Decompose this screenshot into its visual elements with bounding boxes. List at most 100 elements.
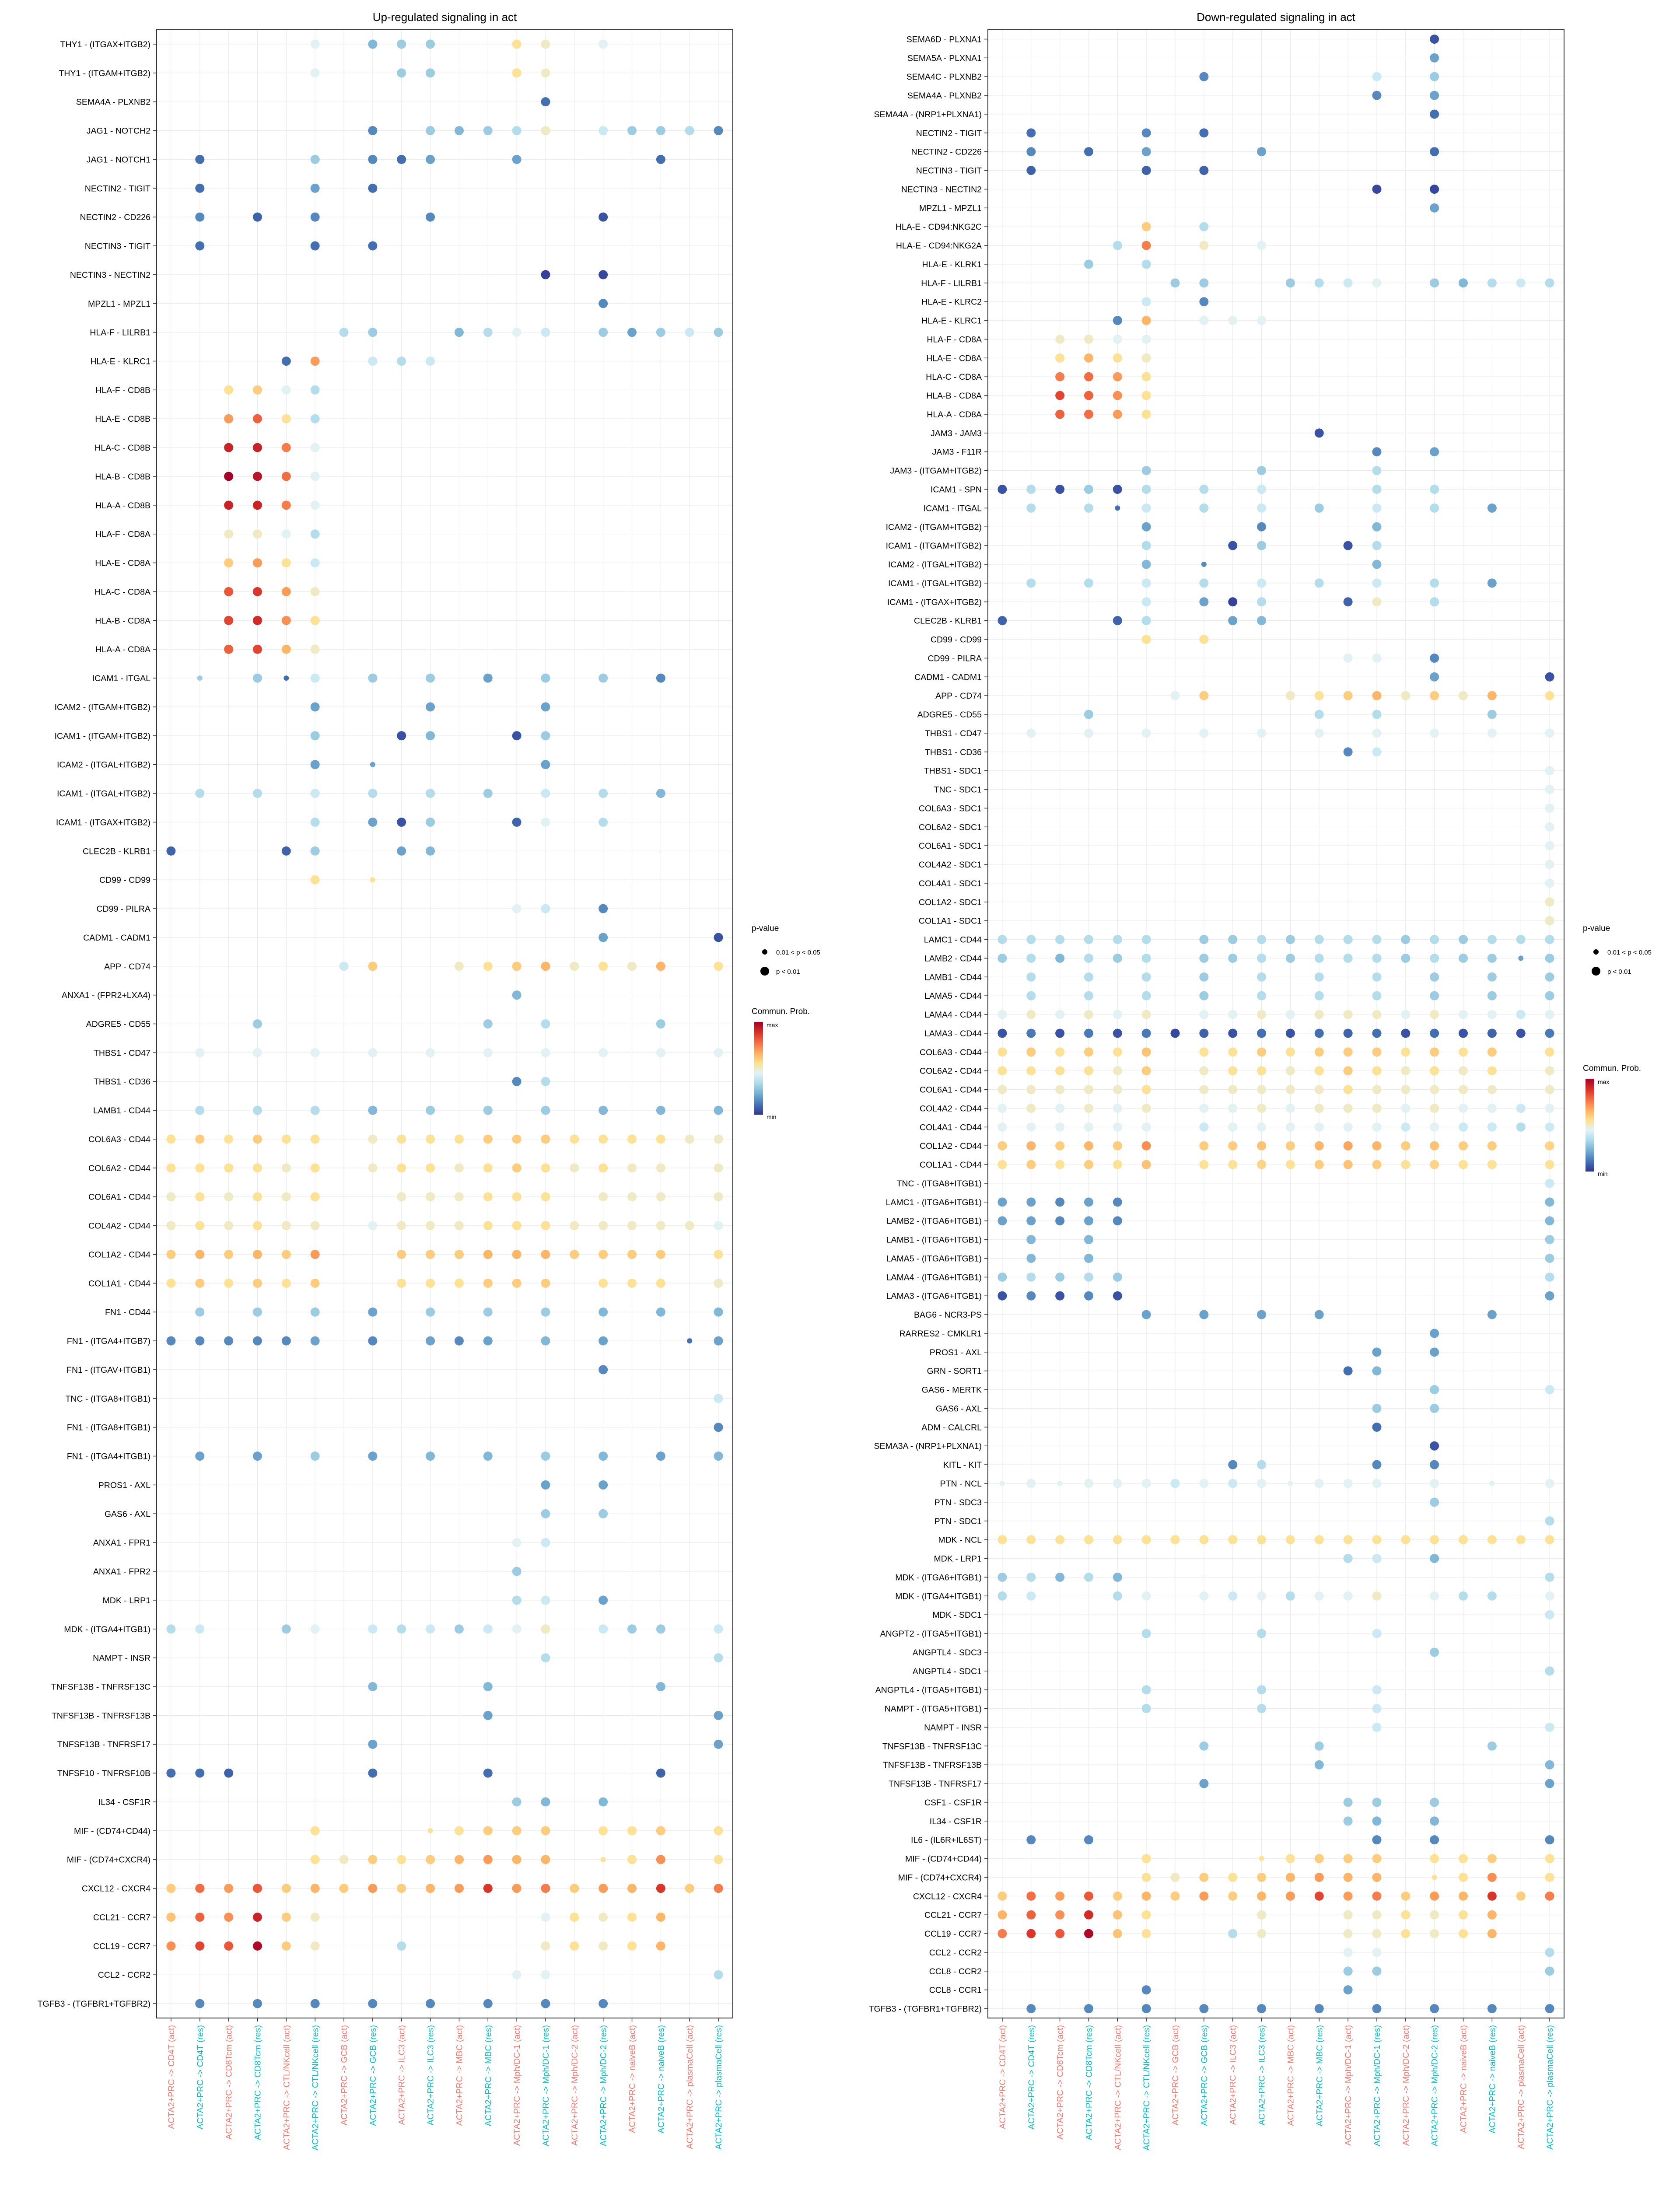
data-dot <box>1141 1047 1151 1057</box>
data-dot <box>1026 1572 1036 1582</box>
data-dot <box>1026 1028 1036 1038</box>
data-dot <box>426 1307 435 1317</box>
data-dot <box>1372 447 1382 457</box>
data-dot <box>1141 484 1151 494</box>
data-dot <box>1372 1028 1382 1038</box>
y-tick-label: NECTIN3 - TIGIT <box>85 241 150 251</box>
data-dot <box>598 673 608 683</box>
data-dot <box>1026 953 1036 963</box>
data-dot <box>1372 2004 1382 2014</box>
y-tick-label: COL6A1 - SDC1 <box>919 841 982 851</box>
data-dot <box>1084 1910 1093 1920</box>
data-dot <box>1545 878 1554 888</box>
data-dot <box>1055 1028 1065 1038</box>
data-dot <box>1228 1591 1238 1601</box>
data-dot <box>195 1912 205 1922</box>
data-dot <box>1372 484 1382 494</box>
data-dot <box>1314 1310 1324 1319</box>
data-dot <box>1113 935 1122 944</box>
data-dot <box>1055 935 1065 944</box>
data-dot <box>1314 1028 1324 1038</box>
data-dot <box>1343 1554 1353 1563</box>
data-dot <box>1141 972 1151 982</box>
data-dot <box>252 500 262 510</box>
data-dot <box>1372 1085 1382 1095</box>
plot-background <box>988 30 1564 2018</box>
data-dot <box>397 1134 406 1144</box>
data-dot <box>368 1999 378 2008</box>
data-dot <box>1228 1891 1238 1901</box>
y-tick-label: APP - CD74 <box>104 962 150 972</box>
data-dot <box>512 1567 522 1576</box>
data-dot <box>252 1912 262 1922</box>
data-dot <box>1141 935 1151 944</box>
data-dot <box>310 500 320 510</box>
data-dot <box>998 1591 1007 1601</box>
data-dot <box>1545 672 1554 682</box>
data-dot <box>598 1797 608 1807</box>
data-dot <box>310 1163 320 1173</box>
data-dot <box>598 1249 608 1259</box>
data-dot <box>1257 466 1267 476</box>
data-dot <box>1199 222 1209 231</box>
data-dot <box>368 1221 378 1231</box>
data-dot <box>1314 1122 1324 1132</box>
data-dot <box>627 1884 637 1893</box>
data-dot <box>570 1221 579 1231</box>
data-dot <box>1372 1854 1382 1864</box>
data-dot <box>281 558 291 568</box>
y-tick-label: ICAM2 - (ITGAM+ITGB2) <box>886 522 982 532</box>
data-dot <box>368 962 378 971</box>
data-dot <box>1314 1085 1324 1095</box>
data-dot <box>252 789 262 798</box>
data-dot <box>1430 2004 1439 2014</box>
data-dot <box>1257 147 1267 157</box>
data-dot <box>1430 935 1439 944</box>
data-dot <box>1430 728 1439 738</box>
data-dot <box>1459 1122 1468 1132</box>
y-tick-label: MDK - SDC1 <box>932 1610 982 1620</box>
x-tick-label: ACTA2+PRC -> GCB (act) <box>1171 2025 1180 2125</box>
data-dot <box>1314 503 1324 513</box>
y-tick-label: HLA-B - CD8A <box>926 391 982 401</box>
data-dot <box>310 731 320 741</box>
data-dot <box>541 702 550 712</box>
data-dot <box>1487 1854 1497 1864</box>
data-dot <box>1257 972 1267 982</box>
data-dot <box>1372 560 1382 569</box>
y-tick-label: COL4A2 - CD44 <box>920 1104 982 1113</box>
data-dot <box>656 1624 665 1634</box>
y-tick-label: COL6A3 - SDC1 <box>919 804 982 813</box>
data-dot <box>1199 241 1209 250</box>
data-dot <box>1314 1535 1324 1545</box>
data-dot <box>339 328 349 337</box>
y-tick-label: COL1A1 - SDC1 <box>919 916 982 926</box>
data-dot <box>252 472 262 481</box>
data-dot <box>1257 578 1267 588</box>
data-dot <box>224 1912 234 1922</box>
y-tick-label: LAMB2 - CD44 <box>924 954 982 963</box>
data-dot <box>1487 991 1497 1000</box>
data-dot <box>1113 1591 1122 1601</box>
data-dot <box>310 1134 320 1144</box>
data-dot <box>714 1624 723 1634</box>
data-dot <box>281 1249 291 1259</box>
y-tick-label: APP - CD74 <box>935 691 982 701</box>
data-dot <box>714 1105 723 1115</box>
y-tick-label: ICAM2 - (ITGAL+ITGB2) <box>888 560 982 570</box>
data-dot <box>598 1307 608 1317</box>
data-dot <box>1430 203 1439 213</box>
data-dot <box>1084 409 1093 419</box>
data-dot <box>1257 1310 1267 1319</box>
data-dot <box>397 1855 406 1864</box>
data-dot <box>1430 1479 1439 1488</box>
data-dot <box>1141 1122 1151 1132</box>
data-dot <box>368 1624 378 1634</box>
pvalue-legend-small-dot <box>1593 949 1599 955</box>
y-tick-label: HLA-E - CD8A <box>926 353 982 363</box>
data-dot <box>195 789 205 798</box>
data-dot <box>397 357 406 366</box>
data-dot <box>368 126 378 136</box>
data-dot <box>1228 1066 1238 1076</box>
x-tick-label: ACTA2+PRC -> naiveB (res) <box>656 2025 666 2134</box>
